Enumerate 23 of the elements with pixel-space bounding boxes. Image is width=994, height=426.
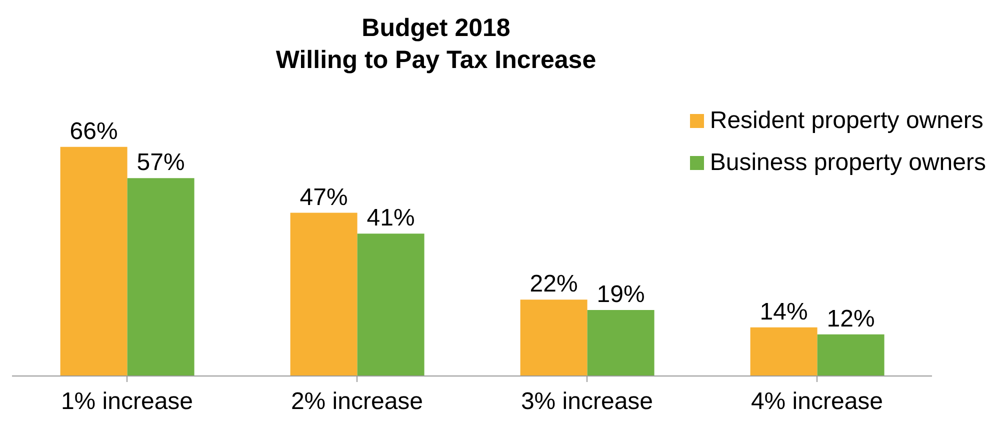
data-label: 19% [596, 281, 645, 308]
data-label: 14% [760, 298, 808, 326]
bar [817, 334, 884, 376]
bar [127, 178, 194, 376]
data-label: 22% [530, 270, 578, 298]
x-tick-label: 3% increase [520, 388, 654, 416]
data-label: 57% [136, 149, 185, 176]
bar [290, 212, 358, 376]
legend-label: Business property owners [710, 149, 986, 177]
legend-label: Resident property owners [710, 107, 984, 135]
data-label: 47% [300, 184, 348, 211]
data-label: 41% [366, 204, 415, 232]
bar [587, 310, 654, 376]
x-tick-label: 4% increase [750, 388, 884, 416]
bar [60, 146, 128, 376]
bar [750, 327, 818, 376]
data-label: 66% [70, 118, 118, 145]
x-tick-label: 2% increase [290, 388, 424, 416]
bar [357, 234, 424, 376]
x-tick-label: 1% increase [60, 388, 194, 416]
data-label: 12% [826, 305, 875, 332]
chart-title: Budget 2018 Willing to Pay Tax Increase [274, 13, 598, 76]
bar [520, 300, 588, 376]
